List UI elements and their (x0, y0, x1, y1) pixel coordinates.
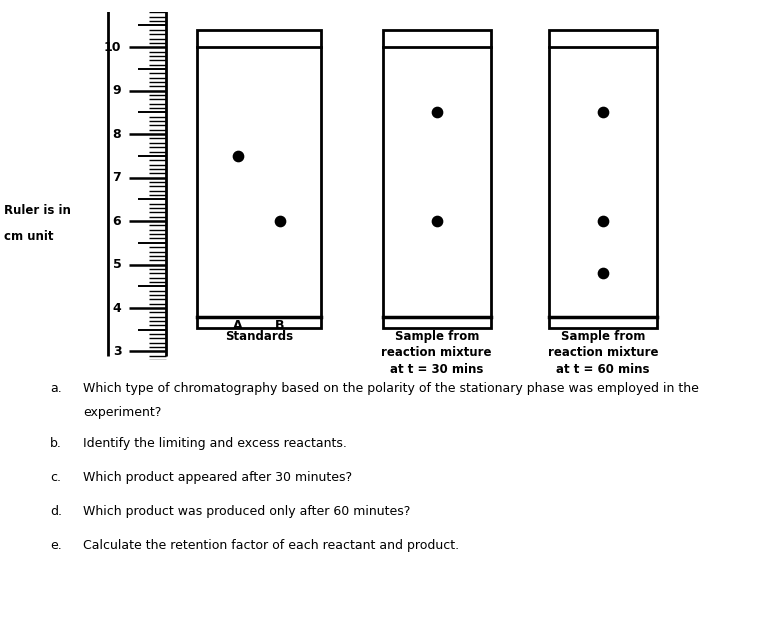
Text: Identify the limiting and excess reactants.: Identify the limiting and excess reactan… (83, 437, 347, 450)
Text: c.: c. (50, 471, 61, 484)
Text: 4: 4 (113, 302, 121, 314)
Text: A: A (233, 319, 243, 332)
Text: reaction mixture: reaction mixture (548, 347, 658, 360)
Text: at t = 30 mins: at t = 30 mins (390, 363, 483, 376)
Text: cm unit: cm unit (4, 230, 53, 243)
Text: b.: b. (50, 437, 62, 450)
Point (597, 107, 609, 117)
Point (597, 216, 609, 226)
Point (431, 107, 443, 117)
Text: Sample from: Sample from (394, 330, 479, 343)
Point (232, 151, 244, 161)
Text: a.: a. (50, 382, 62, 395)
Text: at t = 60 mins: at t = 60 mins (557, 363, 649, 376)
Text: 10: 10 (104, 41, 121, 53)
Text: 8: 8 (113, 128, 121, 140)
Text: 9: 9 (113, 84, 121, 97)
Text: Standards: Standards (225, 330, 293, 343)
Bar (197, 30, 321, 328)
Point (597, 268, 609, 278)
Text: Sample from: Sample from (560, 330, 645, 343)
Text: experiment?: experiment? (83, 406, 162, 419)
Bar (549, 30, 657, 328)
Text: B: B (275, 319, 284, 332)
Text: 7: 7 (113, 171, 121, 184)
Text: 3: 3 (113, 345, 121, 358)
Point (274, 216, 286, 226)
Text: reaction mixture: reaction mixture (382, 347, 492, 360)
Text: 6: 6 (113, 215, 121, 227)
Text: d.: d. (50, 505, 63, 518)
Text: Ruler is in: Ruler is in (4, 204, 71, 217)
Point (431, 216, 443, 226)
Text: Which product was produced only after 60 minutes?: Which product was produced only after 60… (83, 505, 411, 518)
Text: Which type of chromatography based on the polarity of the stationary phase was e: Which type of chromatography based on th… (83, 382, 700, 395)
Text: e.: e. (50, 539, 62, 552)
Text: 5: 5 (113, 258, 121, 271)
Text: Calculate the retention factor of each reactant and product.: Calculate the retention factor of each r… (83, 539, 460, 552)
Bar (383, 30, 491, 328)
Text: Which product appeared after 30 minutes?: Which product appeared after 30 minutes? (83, 471, 352, 484)
